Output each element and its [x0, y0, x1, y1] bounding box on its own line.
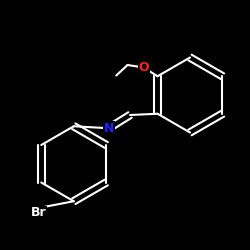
Text: Br: Br	[31, 206, 46, 220]
Text: N: N	[104, 122, 114, 135]
Text: O: O	[138, 61, 149, 74]
